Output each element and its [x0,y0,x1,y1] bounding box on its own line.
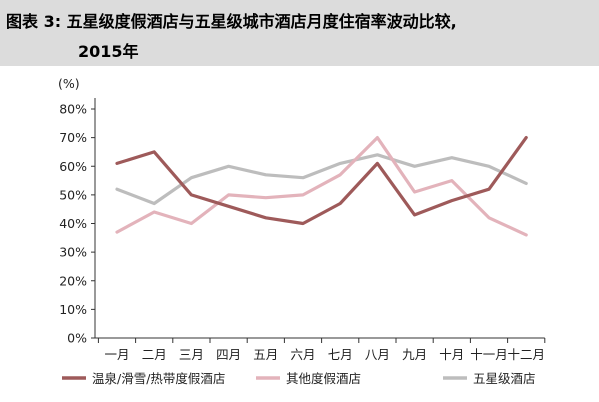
x-tick-label: 七月 [328,347,353,362]
x-tick-label: 八月 [365,347,390,362]
legend-label-2: 五星级酒店 [473,371,536,386]
x-tick-label: 一月 [104,347,129,362]
y-tick-label: 0% [67,331,87,346]
series-line-0 [115,135,528,226]
y-tick-label: 20% [59,273,87,288]
x-tick-label: 十二月 [507,347,545,362]
x-tick-label: 十月 [439,347,464,362]
legend-label-0: 温泉/滑雪/热带度假酒店 [92,371,225,386]
y-axis-unit-label: (%) [58,76,80,91]
header-banner: 图表 3: 五星级度假酒店与五星级城市酒店月度住宿率波动比较, 2015年 [0,0,599,66]
y-tick-label: 10% [59,302,87,317]
x-tick-label: 二月 [142,347,167,362]
series-line-1 [115,135,528,237]
line-chart: (%) 80% 70% 60% 50% 40% 30% 20% 10% 0% 一月 二月 三月 四月 五月六… [58,76,546,386]
x-tick-label: 五月 [253,347,278,362]
series-line-2 [115,153,528,206]
y-tick-label: 70% [59,130,87,145]
y-tick-label: 60% [59,159,87,174]
y-tick-label: 50% [59,187,87,202]
x-tick-label: 六月 [290,347,315,362]
y-tick-label: 40% [59,216,87,231]
x-tick-label: 九月 [402,347,427,362]
chart-title: 图表 3: 五星级度假酒店与五星级城市酒店月度住宿率波动比较, [6,12,457,31]
y-tick-label: 30% [59,245,87,260]
legend-label-1: 其他度假酒店 [286,371,361,386]
y-tick-label: 80% [59,102,87,117]
x-tick-label: 四月 [216,347,241,362]
x-tick-label: 十一月 [470,347,508,362]
chart-title-year: 2015年 [78,42,139,61]
x-tick-label: 三月 [179,347,204,362]
